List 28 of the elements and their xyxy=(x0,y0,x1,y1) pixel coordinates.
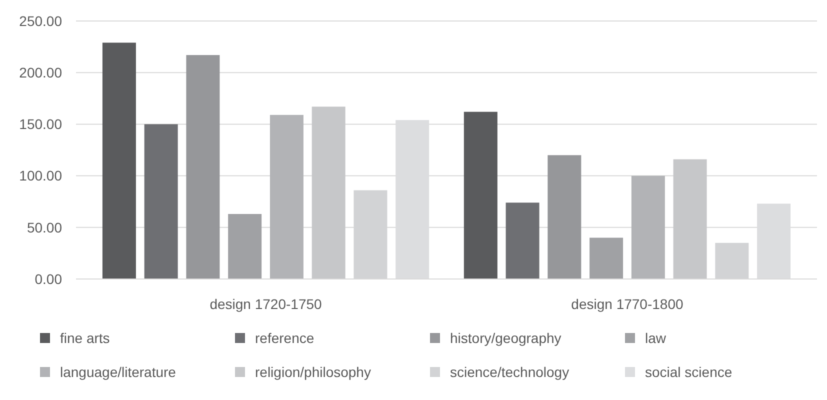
y-tick-label: 150.00 xyxy=(19,116,62,132)
x-tick-label: design 1770-1800 xyxy=(571,296,684,312)
y-tick-label: 250.00 xyxy=(19,12,62,29)
bar xyxy=(228,214,262,279)
bar xyxy=(464,112,498,279)
bar xyxy=(506,202,540,279)
bar xyxy=(270,114,304,279)
bar xyxy=(186,55,220,279)
bar xyxy=(144,124,178,279)
legend-label: science/technology xyxy=(450,364,570,380)
y-tick-label: 0.00 xyxy=(34,270,62,287)
bar xyxy=(548,155,582,279)
y-tick-label: 200.00 xyxy=(19,64,62,80)
legend-label: history/geography xyxy=(450,330,562,346)
legend-label: law xyxy=(645,330,667,346)
legend-label: religion/philosophy xyxy=(255,364,371,380)
bar xyxy=(102,42,136,279)
bar xyxy=(673,159,707,279)
x-tick-label: design 1720-1750 xyxy=(210,296,322,312)
legend-label: social science xyxy=(645,364,732,380)
bar xyxy=(312,106,346,279)
y-tick-label: 50.00 xyxy=(26,219,62,236)
y-tick-label: 100.00 xyxy=(19,168,62,184)
bar xyxy=(631,176,665,279)
legend-label: language/literature xyxy=(60,364,176,380)
legend-label: fine arts xyxy=(60,330,110,346)
legend-label: reference xyxy=(255,330,314,346)
bar xyxy=(590,238,624,279)
